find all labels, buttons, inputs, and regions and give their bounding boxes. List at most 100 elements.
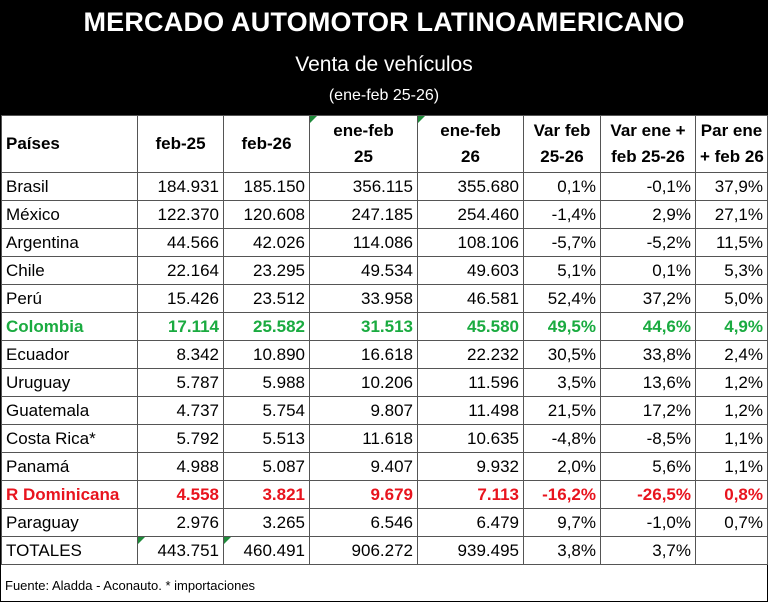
table-row: Costa Rica* 5.792 5.513 11.618 10.635 -4,8% -8… bbox=[1, 424, 768, 453]
country-cell: R Dominicana bbox=[1, 480, 138, 509]
col-share-cell: 0,7% bbox=[695, 508, 768, 537]
country-cell: Panamá bbox=[1, 452, 138, 481]
header-line-2: 25 bbox=[354, 147, 373, 166]
table-row: México 122.370 120.608 247.185 254.460 -1,4% 2… bbox=[1, 200, 768, 229]
col-var-ene-feb-cell: 3,7% bbox=[600, 536, 696, 565]
col-share-cell bbox=[695, 536, 768, 565]
col-share-cell: 5,0% bbox=[695, 284, 768, 313]
table-row: Panamá 4.988 5.087 9.407 9.932 2,0% 5,6% 1,1% bbox=[1, 452, 768, 481]
col-share-cell: 2,4% bbox=[695, 340, 768, 369]
col-share-cell: 0,8% bbox=[695, 480, 768, 509]
col-feb-26-cell: 42.026 bbox=[223, 228, 310, 257]
header-line-2: 26 bbox=[461, 147, 480, 166]
col-ene-feb-26-header: ene-feb 26 bbox=[417, 115, 524, 173]
report-period: (ene-feb 25-26) bbox=[328, 87, 440, 104]
table-row: Guatemala 4.737 5.754 9.807 11.498 21,5% 17,2%… bbox=[1, 396, 768, 425]
col-feb-26-cell: 460.491 bbox=[223, 536, 310, 565]
col-feb-25-cell: 4.988 bbox=[137, 452, 224, 481]
col-var-feb-cell: 0,1% bbox=[523, 172, 601, 201]
header-line-1: Var ene + bbox=[610, 121, 686, 140]
col-var-feb-cell: -4,8% bbox=[523, 424, 601, 453]
col-ene-feb-26-cell: 11.498 bbox=[417, 396, 524, 425]
col-feb-25-cell: 5.787 bbox=[137, 368, 224, 397]
table-row: Ecuador 8.342 10.890 16.618 22.232 30,5% 33,8%… bbox=[1, 340, 768, 369]
col-var-ene-feb-cell: 0,1% bbox=[600, 256, 696, 285]
col-var-ene-feb-cell: 2,9% bbox=[600, 200, 696, 229]
col-feb-26-cell: 10.890 bbox=[223, 340, 310, 369]
col-ene-feb-25-cell: 247.185 bbox=[309, 200, 418, 229]
country-cell: Colombia bbox=[1, 312, 138, 341]
col-var-feb-cell: 2,0% bbox=[523, 452, 601, 481]
col-ene-feb-25-cell: 16.618 bbox=[309, 340, 418, 369]
table-row: Paraguay 2.976 3.265 6.546 6.479 9,7% -1,0% 0,7… bbox=[1, 508, 768, 537]
country-cell: TOTALES bbox=[1, 536, 138, 565]
col-feb-26-cell: 5.513 bbox=[223, 424, 310, 453]
col-var-feb-cell: -1,4% bbox=[523, 200, 601, 229]
col-var-feb-cell: 3,8% bbox=[523, 536, 601, 565]
col-feb-26-cell: 5.988 bbox=[223, 368, 310, 397]
col-var-ene-feb-cell: 33,8% bbox=[600, 340, 696, 369]
sales-table: Países feb-25 feb-26 ene-feb 25 ene-feb 26 Var … bbox=[1, 115, 768, 565]
header-banner: MERCADO AUTOMOTOR LATINOAMERICANO Venta … bbox=[1, 1, 767, 115]
col-ene-feb-26-cell: 11.596 bbox=[417, 368, 524, 397]
col-ene-feb-26-cell: 10.635 bbox=[417, 424, 524, 453]
header-line-2: 25-26 bbox=[540, 147, 584, 166]
col-feb-26-cell: 185.150 bbox=[223, 172, 310, 201]
totals-row: TOTALES 443.751 460.491 906.272 939.495 3,8% 3… bbox=[1, 536, 768, 565]
col-ene-feb-26-cell: 7.113 bbox=[417, 480, 524, 509]
country-cell: Perú bbox=[1, 284, 138, 313]
col-feb-25-cell: 8.342 bbox=[137, 340, 224, 369]
col-ene-feb-26-cell: 22.232 bbox=[417, 340, 524, 369]
col-var-ene-feb-cell: -5,2% bbox=[600, 228, 696, 257]
col-feb-25-cell: 5.792 bbox=[137, 424, 224, 453]
col-var-feb-cell: -5,7% bbox=[523, 228, 601, 257]
col-var-ene-feb-cell: -1,0% bbox=[600, 508, 696, 537]
col-feb-25-cell: 4.737 bbox=[137, 396, 224, 425]
col-feb-26-cell: 25.582 bbox=[223, 312, 310, 341]
col-share-cell: 1,1% bbox=[695, 452, 768, 481]
report-subtitle: Venta de vehículos bbox=[295, 53, 473, 76]
col-ene-feb-25-cell: 10.206 bbox=[309, 368, 418, 397]
col-countries-header: Países bbox=[1, 115, 138, 173]
col-feb-25-cell: 2.976 bbox=[137, 508, 224, 537]
country-cell: Paraguay bbox=[1, 508, 138, 537]
col-ene-feb-26-cell: 939.495 bbox=[417, 536, 524, 565]
col-ene-feb-25-cell: 9.407 bbox=[309, 452, 418, 481]
table-row: Perú 15.426 23.512 33.958 46.581 52,4% 37,2% 5,… bbox=[1, 284, 768, 313]
table-row: Uruguay 5.787 5.988 10.206 11.596 3,5% 13,6% 1,… bbox=[1, 368, 768, 397]
col-feb-25-cell: 122.370 bbox=[137, 200, 224, 229]
table-row: Argentina 44.566 42.026 114.086 108.106 -5,7%… bbox=[1, 228, 768, 257]
col-var-ene-feb-cell: 37,2% bbox=[600, 284, 696, 313]
col-ene-feb-25-cell: 33.958 bbox=[309, 284, 418, 313]
header-line-2: + feb 26 bbox=[700, 147, 764, 166]
col-var-ene-feb-cell: -0,1% bbox=[600, 172, 696, 201]
col-feb-26-header: feb-26 bbox=[223, 115, 310, 173]
col-ene-feb-26-cell: 254.460 bbox=[417, 200, 524, 229]
cell-note-marker bbox=[310, 116, 317, 123]
col-ene-feb-25-header: ene-feb 25 bbox=[309, 115, 418, 173]
col-ene-feb-26-cell: 49.603 bbox=[417, 256, 524, 285]
col-ene-feb-26-cell: 6.479 bbox=[417, 508, 524, 537]
cell-value: 460.491 bbox=[243, 540, 305, 560]
col-feb-25-cell: 17.114 bbox=[137, 312, 224, 341]
col-feb-26-cell: 5.087 bbox=[223, 452, 310, 481]
header-line-1: feb-26 bbox=[241, 134, 292, 153]
col-var-feb-header: Var feb 25-26 bbox=[523, 115, 601, 173]
cell-note-marker bbox=[418, 116, 425, 123]
col-ene-feb-26-cell: 9.932 bbox=[417, 452, 524, 481]
country-cell: Guatemala bbox=[1, 396, 138, 425]
table-row: R Dominicana 4.558 3.821 9.679 7.113 -16,2% -2… bbox=[1, 480, 768, 509]
table-header-row: Países feb-25 feb-26 ene-feb 25 ene-feb 26 Var … bbox=[1, 115, 768, 173]
col-share-cell: 1,1% bbox=[695, 424, 768, 453]
header-line-1: ene-feb bbox=[333, 121, 394, 140]
header-line-1: Países bbox=[6, 134, 60, 153]
source-note: Fuente: Aladda - Aconauto. * importacion… bbox=[5, 578, 256, 593]
col-var-feb-cell: 5,1% bbox=[523, 256, 601, 285]
col-share-cell: 5,3% bbox=[695, 256, 768, 285]
col-ene-feb-25-cell: 906.272 bbox=[309, 536, 418, 565]
col-feb-26-cell: 120.608 bbox=[223, 200, 310, 229]
col-feb-26-cell: 23.295 bbox=[223, 256, 310, 285]
col-feb-25-cell: 443.751 bbox=[137, 536, 224, 565]
col-var-ene-feb-cell: 44,6% bbox=[600, 312, 696, 341]
